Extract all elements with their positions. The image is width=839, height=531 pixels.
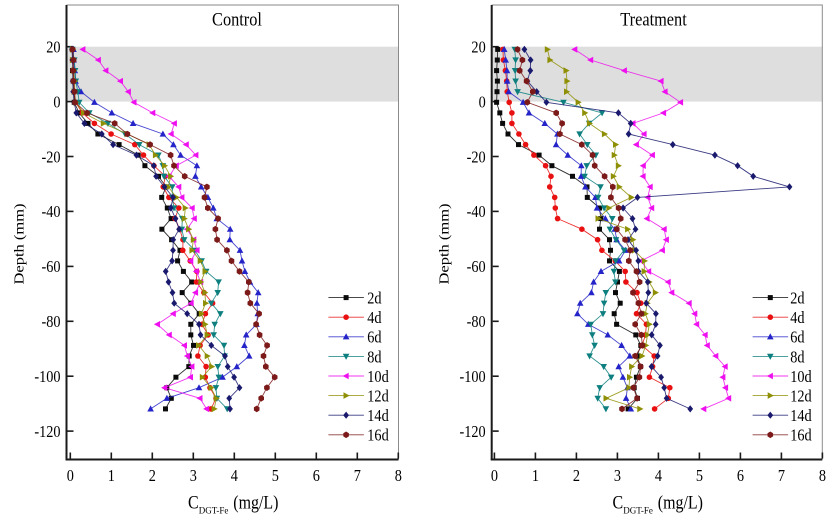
svg-text:14d: 14d (367, 407, 389, 425)
svg-text:-120: -120 (460, 423, 486, 441)
svg-text:6d: 6d (367, 329, 381, 347)
svg-text:0: 0 (53, 93, 60, 111)
svg-text:DGT-Fe: DGT-Fe (623, 506, 653, 516)
svg-text:4d: 4d (367, 309, 381, 327)
svg-text:7: 7 (354, 467, 361, 485)
svg-text:-80: -80 (467, 313, 486, 331)
svg-text:12d: 12d (790, 387, 812, 405)
svg-text:3: 3 (190, 467, 197, 485)
svg-text:-20: -20 (467, 148, 486, 166)
svg-text:1: 1 (108, 467, 115, 485)
svg-text:4: 4 (231, 467, 238, 485)
svg-text:2: 2 (149, 467, 156, 485)
svg-text:0: 0 (491, 467, 498, 485)
svg-text:-60: -60 (41, 258, 60, 276)
svg-text:10d: 10d (367, 368, 389, 386)
svg-text:5: 5 (696, 467, 703, 485)
svg-text:0: 0 (479, 93, 486, 111)
svg-text:C: C (613, 491, 624, 513)
svg-text:Depth (mm): Depth (mm) (12, 203, 27, 284)
svg-text:Control: Control (212, 8, 262, 29)
svg-text:7: 7 (778, 467, 785, 485)
svg-text:DGT-Fe: DGT-Fe (199, 506, 229, 516)
svg-text:16d: 16d (790, 427, 812, 445)
svg-text:2: 2 (573, 467, 580, 485)
svg-text:16d: 16d (367, 427, 389, 445)
svg-text:-20: -20 (41, 148, 60, 166)
svg-text:14d: 14d (790, 407, 812, 425)
svg-text:(mg/L): (mg/L) (233, 491, 278, 513)
svg-text:Depth (mm): Depth (mm) (437, 203, 452, 284)
svg-text:4: 4 (655, 467, 662, 485)
svg-text:6d: 6d (790, 329, 804, 347)
svg-text:2d: 2d (790, 289, 804, 307)
svg-text:2d: 2d (367, 289, 381, 307)
svg-text:8: 8 (819, 467, 826, 485)
svg-text:3: 3 (614, 467, 621, 485)
svg-text:-60: -60 (467, 258, 486, 276)
svg-text:8d: 8d (790, 348, 804, 366)
svg-text:(mg/L): (mg/L) (658, 491, 703, 513)
svg-text:20: 20 (46, 38, 60, 56)
svg-text:-120: -120 (34, 423, 60, 441)
svg-text:-100: -100 (460, 368, 486, 386)
svg-text:0: 0 (67, 467, 74, 485)
svg-text:20: 20 (471, 38, 485, 56)
svg-text:8d: 8d (367, 348, 381, 366)
svg-text:Treatment: Treatment (620, 8, 687, 29)
svg-text:-40: -40 (41, 203, 60, 221)
svg-text:C: C (188, 491, 199, 513)
svg-text:-40: -40 (467, 203, 486, 221)
svg-text:6: 6 (737, 467, 744, 485)
svg-text:12d: 12d (367, 387, 389, 405)
svg-text:10d: 10d (790, 368, 812, 386)
svg-text:-100: -100 (34, 368, 60, 386)
svg-text:-80: -80 (41, 313, 60, 331)
svg-text:6: 6 (313, 467, 320, 485)
svg-text:1: 1 (532, 467, 539, 485)
svg-text:8: 8 (395, 467, 402, 485)
svg-text:4d: 4d (790, 309, 804, 327)
svg-text:5: 5 (272, 467, 279, 485)
